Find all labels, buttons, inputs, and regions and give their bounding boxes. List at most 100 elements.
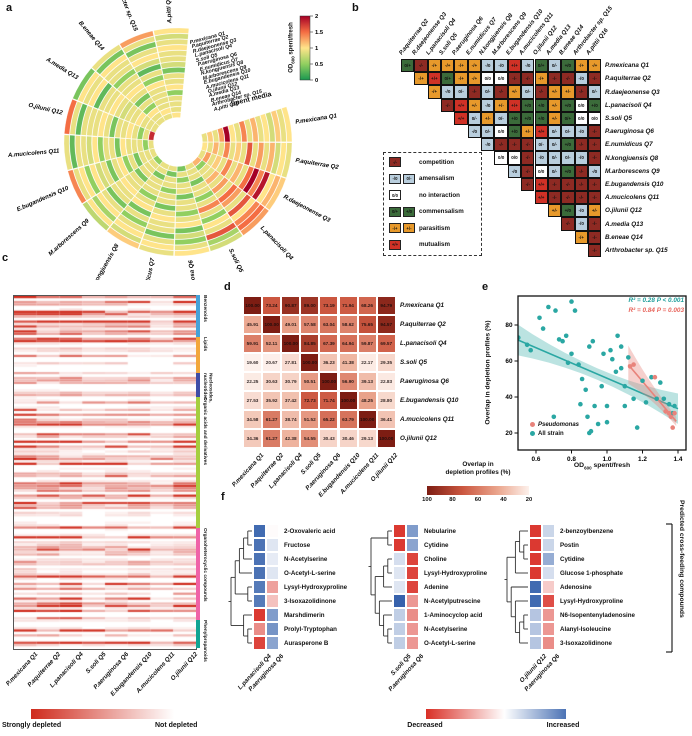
b-cell: +/0: [534, 111, 548, 125]
e-point-all-strain: [524, 342, 530, 348]
a-ring-cell: [95, 49, 125, 75]
f-cell: [393, 552, 406, 566]
c-category-label: Organoheterocyclic compounds: [202, 527, 208, 602]
b-row-label: P.aquiterrae Q2: [605, 75, 651, 83]
d-cell: 30.46: [338, 429, 358, 448]
d-cell: 22.83: [376, 372, 396, 391]
b-cell: +/-: [547, 98, 562, 112]
a-ring-cell: [233, 142, 242, 162]
b-cell: -/0: [574, 125, 588, 139]
b-legend-swatch: -/+: [389, 223, 401, 233]
a-ring-cell: [175, 219, 203, 228]
f-row-label: Marshdimerin: [284, 611, 325, 619]
b-cell: -/-: [414, 59, 428, 73]
b-cell: +/+: [534, 191, 548, 205]
b-cell: +/+: [454, 98, 468, 112]
cross-feeding-side-label: Predicted cross-feeding compounds: [678, 500, 685, 618]
a-ring-cell: [80, 135, 89, 167]
e-x-tick: 1.4: [674, 456, 683, 463]
a-ring-cell: [220, 158, 233, 177]
b-cell: -/-: [441, 98, 455, 112]
a-ring-cell: [101, 188, 124, 214]
d-cell: 35.92: [262, 391, 282, 410]
a-ring-cell: [63, 134, 73, 171]
c-category-label: Benzenoids: [202, 295, 208, 322]
a-ring-cell: [220, 187, 243, 208]
a-center-hole: [156, 120, 200, 164]
e-point-all-strain: [661, 396, 667, 402]
d-cell: 75.65: [357, 315, 377, 334]
a-ring-cell: [265, 142, 276, 173]
a-ring-cell: [197, 199, 221, 214]
a-ring-cell: [127, 153, 139, 171]
d-cell: 28.80: [376, 391, 396, 410]
a-ring-cell: [233, 122, 242, 143]
f-cell: [393, 608, 406, 622]
a-ring-cell: [115, 179, 135, 201]
b-cell: -/-: [561, 177, 575, 191]
f-cell: [266, 594, 279, 608]
b-cell: +/0: [561, 204, 575, 218]
c-category-label: Phenylpropanoids: [202, 619, 208, 662]
f-cell: [266, 636, 279, 650]
e-point-pseudomonas: [627, 364, 633, 369]
a-ring-cell: [192, 185, 211, 198]
a-ring-cell: [205, 222, 237, 241]
c-category-bar: [196, 397, 200, 528]
d-cell: 52.11: [262, 334, 282, 353]
b-cell: 0/-: [547, 138, 562, 152]
f-row-label: 3-Isoxazolidinone: [560, 639, 612, 647]
a-ring-cell: [72, 67, 96, 101]
a-ring-cell: [105, 159, 120, 183]
f-cell: [253, 552, 266, 566]
a-ring-cell: [103, 113, 114, 138]
f-row-label: O-Acetyl-L-serine: [284, 569, 336, 577]
d-cell: 29.13: [357, 429, 377, 448]
f-row-label: Choline: [424, 555, 447, 563]
d-row-label: P.mexicana Q1: [400, 302, 444, 309]
a-ring-cell: [121, 77, 143, 97]
a-ring-cell: [67, 169, 87, 204]
e-point-all-strain: [569, 299, 574, 304]
panel-c-letter: c: [2, 252, 9, 264]
e-point-all-strain: [618, 365, 624, 371]
b-legend-label: mutualism: [419, 241, 450, 248]
a-ring-cell: [171, 112, 181, 119]
a-ring-cell: [174, 241, 209, 251]
panel-f-letter: f: [221, 491, 225, 503]
a-colorbar: [299, 15, 311, 81]
d-cell: 59.87: [357, 334, 377, 353]
a-ring-cell: [206, 153, 217, 167]
a-ring-cell: [217, 142, 225, 157]
a-ring-cell: [167, 164, 178, 172]
a-ring-cell: [194, 189, 215, 203]
a-ring-cell: [243, 142, 253, 166]
a-ring-cell: [124, 104, 139, 122]
f-row-label: O-Acetyl-L-serine: [424, 639, 476, 647]
b-cell: -/-: [547, 177, 562, 191]
b-legend-label: commensalism: [419, 208, 464, 215]
a-ring-cell: [176, 181, 192, 189]
b-cell: 0/-: [481, 85, 495, 99]
a-ring-cell: [119, 176, 139, 196]
f-cell: [393, 538, 406, 552]
a-ring-cell: [237, 204, 265, 232]
b-row-label: A.mucicolens Q11: [605, 194, 660, 202]
a-ring-cell: [131, 138, 138, 154]
d-colorbar-tick: 60: [474, 497, 482, 503]
a-ring-cell: [140, 238, 175, 251]
a-ring-cell: [150, 212, 176, 223]
b-cell: 0/-: [547, 59, 562, 73]
b-cell: 0/0: [507, 151, 522, 165]
a-ring-cell: [214, 180, 234, 199]
e-point-all-strain: [631, 396, 636, 402]
a-ring-cell: [198, 163, 211, 176]
d-row-label: P.aeruginosa Q6: [400, 378, 449, 385]
a-ring-cell: [137, 126, 145, 140]
e-confidence-band: [518, 324, 678, 424]
a-ring-cell: [144, 228, 175, 240]
e-point-all-strain: [654, 396, 659, 402]
d-cell: 22.17: [357, 353, 377, 372]
b-row-label: M.arborescens Q9: [605, 167, 660, 175]
b-cell: -/+: [467, 72, 482, 86]
